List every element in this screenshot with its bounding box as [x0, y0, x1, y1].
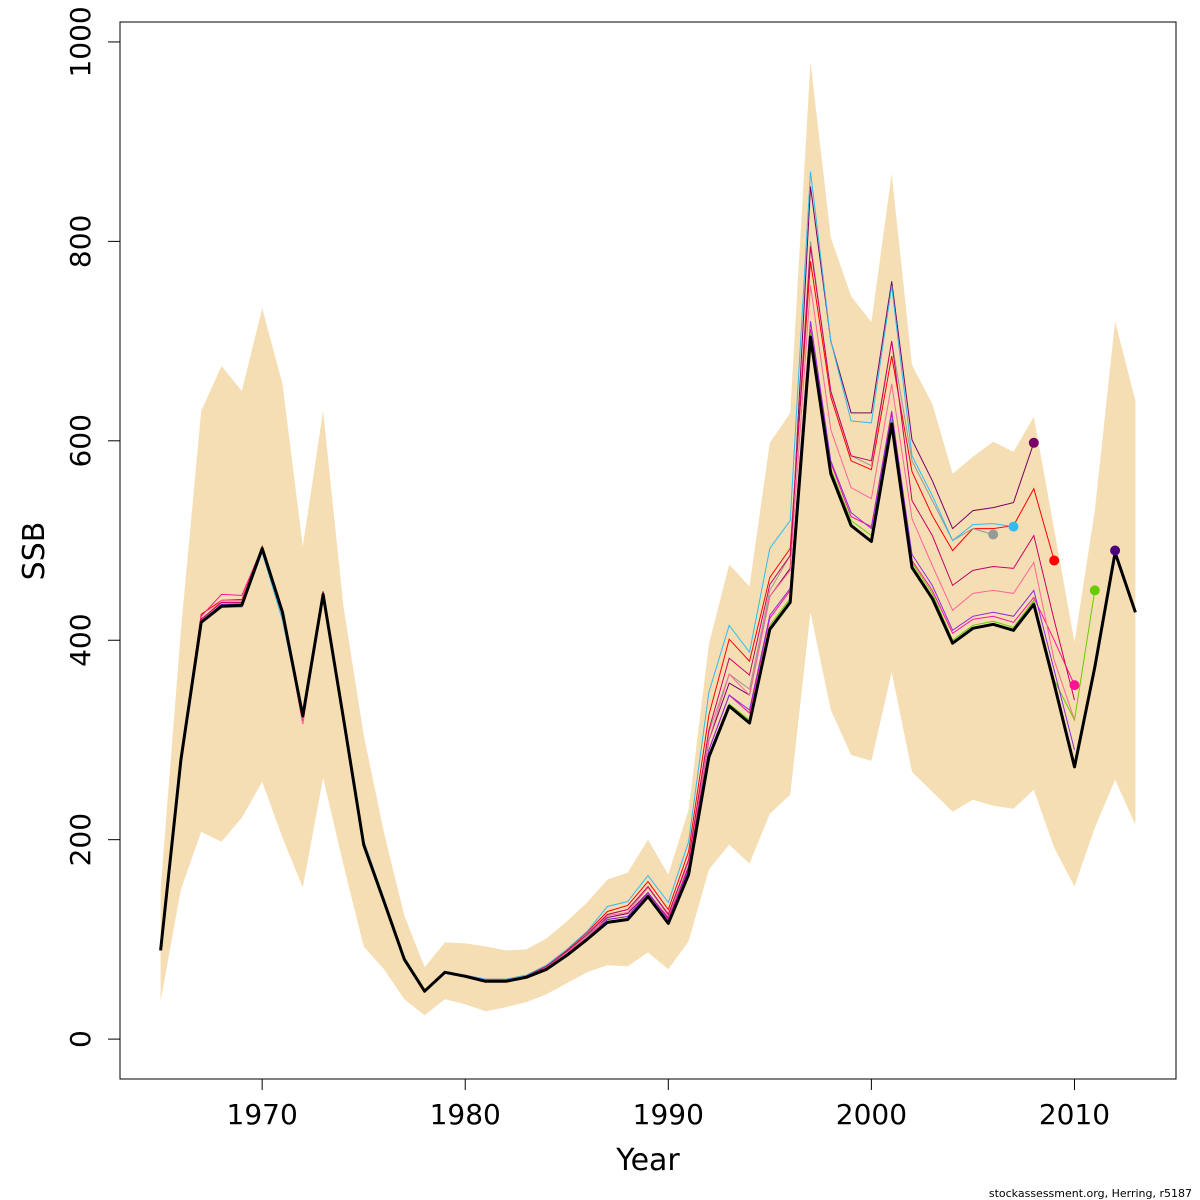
- peel-point-2011: [1089, 585, 1100, 596]
- credit-text: stockassessment.org, Herring, r5187: [989, 1187, 1192, 1200]
- y-tick-label-0: 0: [64, 1030, 97, 1048]
- y-tick-label-200: 200: [64, 813, 97, 866]
- y-axis: 0 200 400 600 800 1000: [64, 6, 121, 1048]
- peel-point-2012: [1110, 545, 1121, 556]
- peel-point-2009: [1049, 555, 1060, 566]
- y-tick-label-600: 600: [64, 414, 97, 467]
- x-tick-label-1970: 1970: [227, 1098, 298, 1131]
- x-tick-label-1990: 1990: [633, 1098, 704, 1131]
- x-tick-label-2000: 2000: [836, 1098, 907, 1131]
- peel-point-2007: [1008, 521, 1019, 532]
- y-tick-label-1000: 1000: [64, 6, 97, 77]
- x-tick-label-1980: 1980: [430, 1098, 501, 1131]
- main-series-layer: [159, 335, 1137, 993]
- peel-point-2008: [1028, 437, 1039, 448]
- y-tick-label-400: 400: [64, 613, 97, 666]
- x-tick-label-2010: 2010: [1039, 1098, 1110, 1131]
- peel-point-2006: [988, 529, 999, 540]
- y-axis-title: SSB: [17, 522, 52, 581]
- main-series-line: [159, 335, 1137, 993]
- peel-point-2010: [1069, 680, 1080, 691]
- confidence-band: [160, 61, 1136, 1016]
- peel-points-layer: [988, 437, 1121, 691]
- x-axis-title: Year: [615, 1143, 680, 1178]
- x-axis: 1970 1980 1990 2000 2010: [227, 1078, 1110, 1131]
- confidence-band-layer: [160, 61, 1136, 1016]
- y-tick-label-800: 800: [64, 215, 97, 268]
- retro-series-line-7: [160, 171, 1014, 992]
